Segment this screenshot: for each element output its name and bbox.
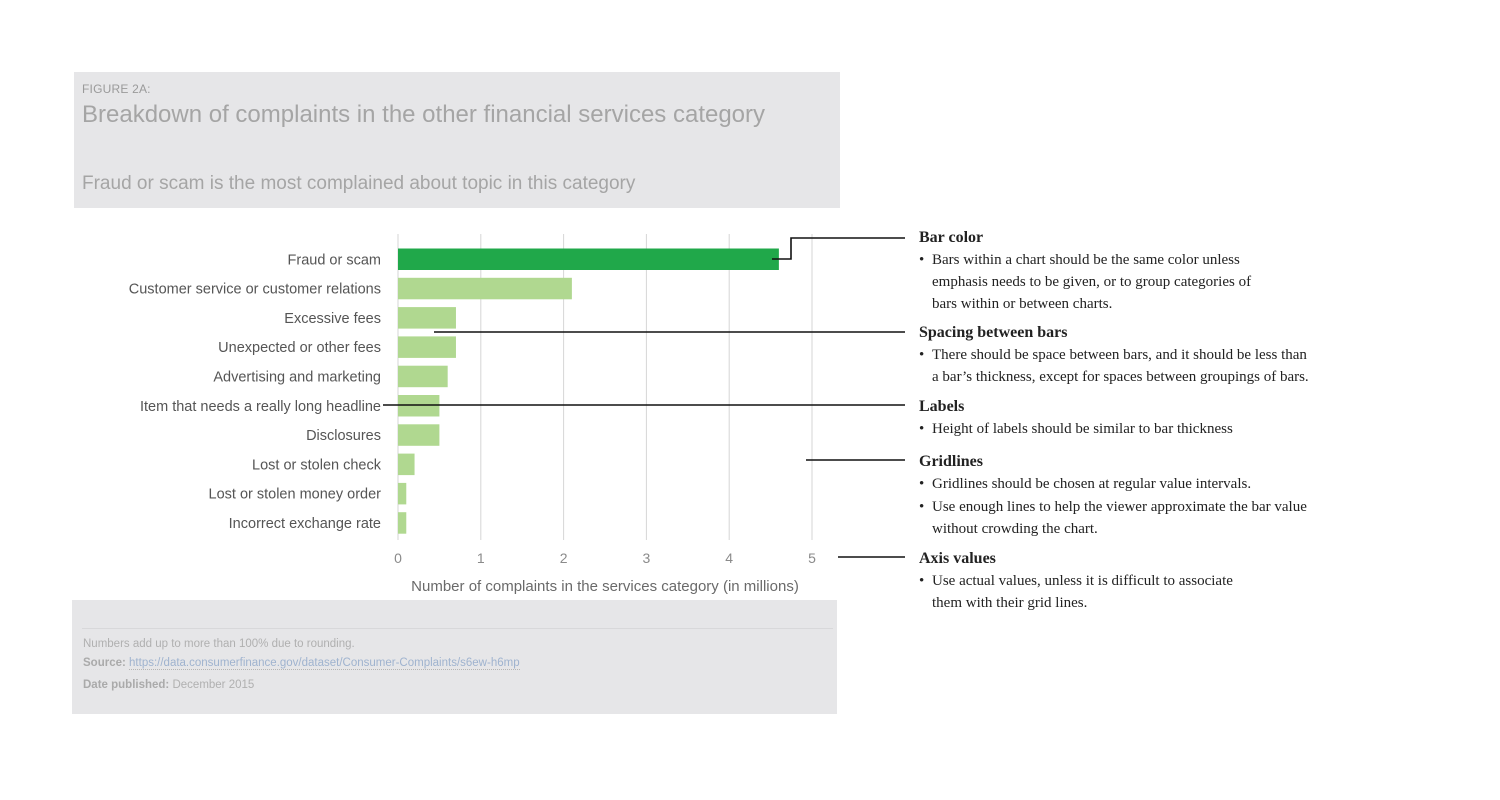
x-tick-label: 1 — [477, 550, 485, 566]
annotation-title: Axis values — [919, 550, 996, 567]
annotation-bullet: There should be space between bars, and … — [919, 344, 1309, 388]
chart-subtitle: Fraud or scam is the most complained abo… — [82, 173, 636, 194]
category-label: Item that needs a really long headline — [140, 399, 381, 415]
footer-divider — [82, 628, 833, 629]
annotation-bullet: Use enough lines to help the viewer appr… — [919, 496, 1307, 540]
category-label: Fraud or scam — [288, 252, 381, 268]
bar — [398, 277, 572, 300]
bars — [398, 248, 779, 534]
footer-date: Date published: December 2015 — [83, 679, 254, 691]
date-value: December 2015 — [172, 679, 255, 691]
category-label: Unexpected or other fees — [218, 340, 381, 356]
bar — [398, 482, 407, 505]
x-tick-label: 3 — [643, 550, 651, 566]
annotation-bar-color: Bar color Bars within a chart should be t… — [919, 228, 1251, 315]
bar — [398, 307, 456, 329]
annotation-title: Labels — [919, 398, 965, 415]
figure-label: FIGURE 2A: — [82, 82, 151, 96]
annotation-title: Bar color — [919, 229, 984, 246]
category-label: Lost or stolen check — [252, 457, 382, 473]
annotation-gridlines: Gridlines Gridlines should be chosen at r… — [919, 452, 1307, 540]
x-tick-label: 4 — [725, 550, 733, 566]
annotation-leaders — [383, 237, 905, 558]
category-label: Excessive fees — [284, 311, 381, 327]
annotation-bullet: Bars within a chart should be the same c… — [919, 249, 1251, 315]
x-tick-label: 0 — [394, 550, 402, 566]
category-label: Incorrect exchange rate — [229, 516, 381, 532]
x-tick-label: 2 — [560, 550, 568, 566]
tick-labels: 0 1 2 3 4 5 — [394, 550, 816, 566]
footer-source: Source: https://data.consumerfinance.gov… — [83, 657, 520, 670]
chart-title: Breakdown of complaints in the other fin… — [82, 101, 766, 128]
annotation-axis-values: Axis values Use actual values, unless it … — [919, 549, 1233, 614]
bar — [398, 365, 448, 388]
category-labels: Fraud or scam Customer service or custome… — [129, 252, 382, 532]
annotation-title: Spacing between bars — [919, 324, 1068, 341]
source-link[interactable]: https://data.consumerfinance.gov/dataset… — [129, 657, 520, 670]
leader-bar-color — [772, 237, 905, 260]
category-label: Advertising and marketing — [213, 369, 381, 385]
x-axis-title: Number of complaints in the services cat… — [411, 578, 799, 595]
source-label: Source: — [83, 657, 126, 669]
annotation-bullet: Gridlines should be chosen at regular va… — [919, 473, 1307, 495]
footer-note: Numbers add up to more than 100% due to … — [83, 638, 355, 650]
bar — [398, 512, 407, 534]
figure-footer: Numbers add up to more than 100% due to … — [72, 600, 837, 714]
figure-header: FIGURE 2A: Breakdown of complaints in th… — [74, 72, 840, 208]
bar — [398, 248, 779, 270]
x-tick-label: 5 — [808, 550, 816, 566]
annotation-labels: Labels Height of labels should be similar… — [919, 397, 1233, 440]
annotation-spacing: Spacing between bars There should be spac… — [919, 323, 1309, 388]
annotation-bullet: Use actual values, unless it is difficul… — [919, 570, 1233, 614]
bar — [398, 336, 456, 358]
annotation-bullet: Height of labels should be similar to ba… — [919, 418, 1233, 440]
bar — [398, 453, 415, 476]
bar — [398, 424, 440, 446]
annotation-title: Gridlines — [919, 453, 984, 470]
category-label: Lost or stolen money order — [209, 487, 382, 503]
category-label: Disclosures — [306, 428, 381, 444]
date-label: Date published: — [83, 679, 170, 691]
category-label: Customer service or customer relations — [129, 282, 381, 298]
